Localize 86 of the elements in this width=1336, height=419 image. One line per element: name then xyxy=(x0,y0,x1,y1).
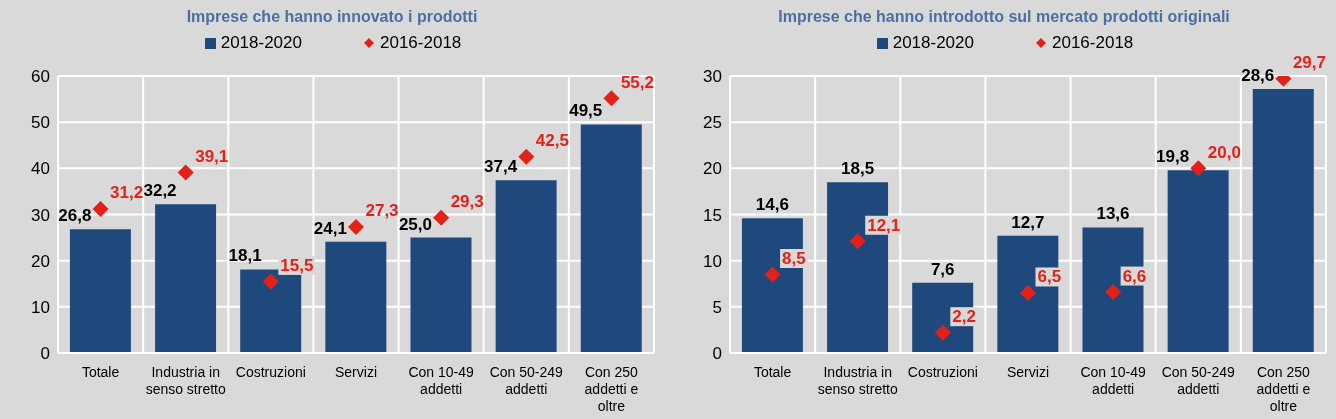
y-tick-label: 20 xyxy=(703,159,722,179)
data-label: 25,0 xyxy=(398,214,432,234)
point xyxy=(603,90,620,107)
data-label: 19,8 xyxy=(1156,147,1190,167)
data-label: 26,8 xyxy=(58,206,92,226)
data-label: 37,4 xyxy=(484,157,518,177)
data-label: 42,5 xyxy=(535,131,569,151)
data-label: 32,2 xyxy=(143,181,177,201)
data-label: 6,6 xyxy=(1122,266,1147,286)
data-label: 31,2 xyxy=(110,183,144,203)
y-tick-label: 5 xyxy=(712,297,722,317)
y-tick-label: 25 xyxy=(703,113,722,133)
x-tick-label: Con 10-49 addetti xyxy=(1080,364,1147,397)
bar xyxy=(325,241,387,353)
y-tick-label: 10 xyxy=(31,297,50,317)
data-label: 14,6 xyxy=(755,195,789,215)
legend-label: 2018-2020 xyxy=(892,33,974,53)
point xyxy=(262,273,279,290)
point xyxy=(433,209,450,226)
point xyxy=(1105,284,1122,301)
bar xyxy=(410,237,472,353)
data-label: 39,1 xyxy=(195,146,229,166)
point xyxy=(934,324,951,341)
bar xyxy=(495,180,557,353)
point xyxy=(177,164,194,181)
x-tick-label: Con 50-249 addetti xyxy=(489,364,564,397)
x-tick-label: Con 250 addetti e oltre xyxy=(584,364,639,414)
point xyxy=(1020,284,1036,301)
chart-title: Imprese che hanno innovato i prodotti xyxy=(185,7,479,27)
data-label: 7,6 xyxy=(930,259,955,279)
data-label: 12,1 xyxy=(867,215,901,235)
legend-label: 2016-2018 xyxy=(1052,33,1134,53)
data-label: 2,2 xyxy=(952,307,976,327)
bar xyxy=(1082,227,1144,353)
data-label: 24,1 xyxy=(313,218,347,238)
y-tick-label: 50 xyxy=(31,113,50,133)
bar xyxy=(1252,88,1314,353)
data-label: 6,5 xyxy=(1037,267,1062,287)
data-label: 28,6 xyxy=(1241,65,1275,85)
point xyxy=(764,266,781,283)
legend-label: 2018-2020 xyxy=(220,33,302,53)
point xyxy=(348,218,364,235)
point xyxy=(518,148,535,165)
x-tick-label: Costruzioni xyxy=(907,364,978,380)
data-label: 18,5 xyxy=(841,159,875,179)
y-tick-label: 40 xyxy=(31,159,50,179)
data-label: 29,7 xyxy=(1292,53,1327,73)
y-tick-label: 30 xyxy=(31,205,50,225)
data-label: 55,2 xyxy=(620,72,655,92)
data-label: 13,6 xyxy=(1096,204,1130,224)
x-tick-label: Con 10-49 addetti xyxy=(408,364,475,397)
y-tick-label: 10 xyxy=(703,251,722,271)
bar xyxy=(997,235,1059,353)
bar xyxy=(1167,170,1229,353)
legend-label: 2016-2018 xyxy=(380,33,462,53)
bar xyxy=(155,204,217,353)
x-tick-label: Totale xyxy=(81,364,120,380)
data-label: 8,5 xyxy=(782,249,806,268)
x-tick-label: Industria in senso stretto xyxy=(817,364,898,397)
chart-title: Imprese che hanno introdotto sul mercato prodotti originali xyxy=(777,7,1231,27)
bar xyxy=(580,124,642,353)
point xyxy=(92,200,109,217)
y-tick-label: 15 xyxy=(703,205,722,225)
data-label: 15,5 xyxy=(280,255,314,275)
x-tick-label: Industria in senso stretto xyxy=(145,364,226,397)
x-tick-label: Con 50-249 addetti xyxy=(1161,364,1236,397)
y-tick-label: 20 xyxy=(31,251,50,271)
point xyxy=(1190,160,1207,177)
y-tick-label: 60 xyxy=(31,67,50,87)
x-tick-label: Con 250 addetti e oltre xyxy=(1256,364,1311,414)
y-tick-label: 30 xyxy=(703,67,722,87)
y-tick-label: 0 xyxy=(712,344,722,364)
x-tick-label: Costruzioni xyxy=(235,364,306,380)
bar xyxy=(69,229,131,353)
bar xyxy=(741,218,803,353)
data-label: 18,1 xyxy=(228,246,262,266)
data-label: 20,0 xyxy=(1207,142,1241,162)
data-label: 29,3 xyxy=(450,192,484,212)
y-tick-label: 0 xyxy=(40,344,50,364)
x-tick-label: Servizi xyxy=(1006,364,1050,380)
point xyxy=(849,233,866,250)
x-tick-label: Servizi xyxy=(334,364,378,380)
x-tick-label: Totale xyxy=(753,364,792,380)
data-label: 27,3 xyxy=(365,201,399,221)
data-label: 49,5 xyxy=(569,101,603,121)
data-label: 12,7 xyxy=(1011,212,1045,232)
